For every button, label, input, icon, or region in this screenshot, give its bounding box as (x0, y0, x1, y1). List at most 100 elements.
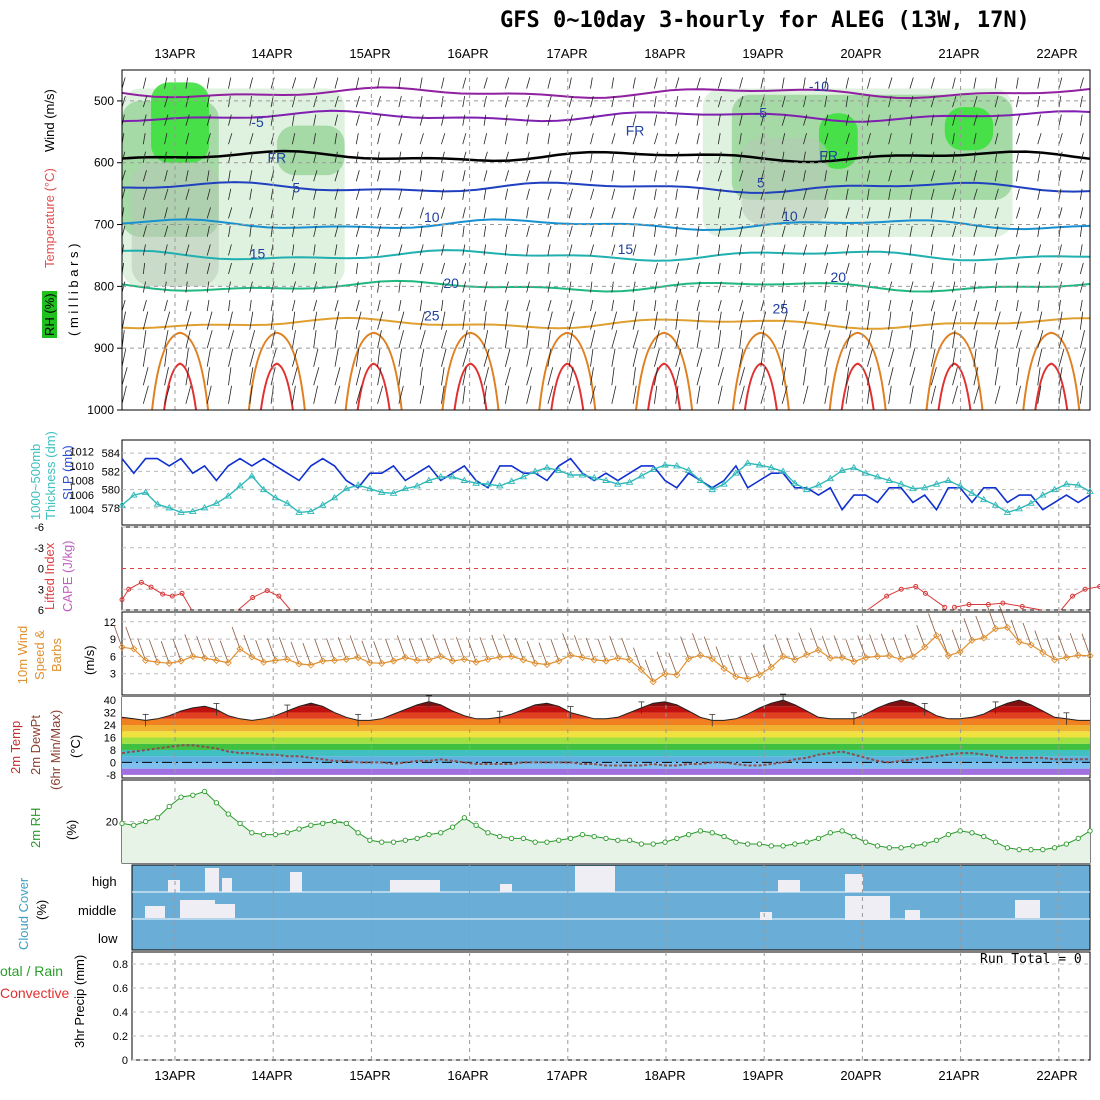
cloud-bar (760, 912, 772, 920)
lifted-index-point (126, 586, 132, 592)
wind-barb (930, 188, 935, 200)
isotherm-line (121, 218, 1091, 232)
thickness-point (1050, 485, 1059, 493)
wind-barb (739, 77, 743, 89)
wind-barb (334, 262, 337, 275)
wind-barb (334, 330, 338, 349)
thickness-point (259, 485, 268, 493)
wind-speed-point (897, 655, 905, 663)
wind-barb (1037, 188, 1041, 200)
wind-barb (781, 348, 785, 367)
wind-barb (590, 367, 594, 386)
wind-barb (803, 330, 809, 349)
wind-speed-point (484, 655, 492, 663)
wind-barb (1081, 633, 1091, 656)
rh2m-point (579, 831, 586, 838)
wind-barb (888, 330, 893, 349)
y-tick-label: -8 (106, 770, 116, 782)
wind-barb (398, 114, 403, 126)
wind-speed-point (602, 657, 610, 665)
wind-barb (824, 367, 828, 386)
wind-barb (781, 207, 786, 219)
wind-barb (739, 133, 742, 145)
wind-barb (930, 151, 935, 163)
y-tick-label: 24 (104, 720, 116, 732)
wind-barb (270, 311, 274, 330)
wind-barb (654, 133, 659, 145)
date-label: 15APR (349, 46, 391, 61)
date-label: 22APR (1036, 1068, 1078, 1083)
wind-speed-point (661, 670, 669, 678)
cloud-bar (845, 874, 863, 892)
wind-barb (1058, 367, 1063, 386)
wind-barb (696, 311, 700, 330)
wind-barb (1016, 170, 1019, 182)
wind-barb (833, 635, 843, 658)
thickness-point (649, 465, 658, 472)
y-tick-label: 0 (38, 564, 44, 576)
wind-barb (1016, 244, 1020, 256)
wind-barb (973, 348, 977, 367)
slp-line (121, 457, 1091, 512)
wind-barb (590, 170, 594, 182)
wind-barb (142, 367, 149, 386)
wind-barb (845, 170, 849, 182)
wind-speed-point (330, 656, 339, 665)
wind-barb (952, 114, 956, 126)
wind-speed-point (177, 657, 185, 665)
thickness-point (472, 479, 480, 486)
wind-barb (739, 385, 745, 404)
wind-barb (441, 330, 447, 349)
wind-barb (994, 367, 999, 386)
wind-barb (249, 281, 253, 293)
rh2m-point (638, 841, 645, 847)
rh2m-point (851, 833, 857, 840)
lifted-index-point (1000, 600, 1006, 606)
wind-speed-point (1027, 641, 1035, 649)
wind-barb (717, 133, 721, 145)
wind-barb (760, 170, 765, 182)
wind-barb (164, 348, 168, 367)
wind-barb (355, 367, 362, 386)
wind-barb (675, 348, 682, 367)
rh2m-area (122, 791, 1090, 863)
isotherm-line (121, 249, 1091, 262)
wind-barb (760, 330, 765, 349)
wind-barb (781, 311, 788, 330)
wind-barb (249, 96, 252, 108)
wind-barb (249, 225, 252, 237)
wind-barb (939, 633, 949, 656)
wind-barb (1037, 348, 1043, 367)
wind-barb (355, 95, 360, 108)
thickness-line (121, 462, 1091, 514)
wind-barb (185, 77, 189, 89)
wind-barb (909, 367, 916, 386)
wind-barb (334, 385, 341, 404)
rh2m-point (249, 830, 255, 836)
isotherm-line (538, 331, 597, 411)
wind-barb (781, 77, 785, 89)
wind-barb (866, 188, 870, 200)
wind-speed-point (838, 653, 846, 662)
wind-barb (526, 641, 536, 664)
wind-barb (1069, 633, 1079, 656)
wind-barb (611, 151, 615, 163)
rh2m-point (756, 841, 763, 847)
date-label: 19APR (742, 1068, 784, 1083)
panel-frame (121, 439, 1091, 526)
wind-barb (1037, 330, 1044, 349)
wind-barb (1016, 367, 1020, 386)
wind-barb (930, 262, 934, 275)
temp-band (122, 743, 1090, 750)
y-tick-label: 40 (104, 695, 116, 707)
wind-barb (113, 625, 123, 648)
wind-barb (739, 311, 744, 330)
wind-barb (803, 300, 806, 312)
date-label: 21APR (938, 1068, 980, 1083)
wind-barb (568, 348, 572, 367)
wind-barb (654, 311, 658, 330)
wind-barb (888, 151, 893, 163)
wind-barb (696, 133, 700, 145)
wind-barb (249, 244, 253, 256)
wind-barb (185, 244, 190, 256)
